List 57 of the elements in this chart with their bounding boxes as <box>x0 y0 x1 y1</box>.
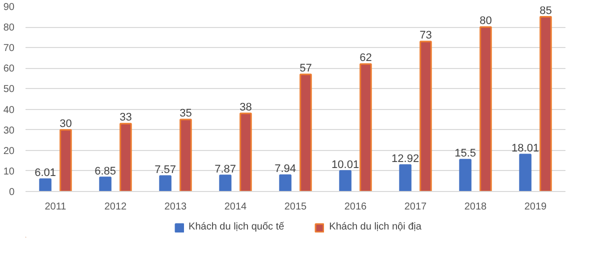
bar <box>459 158 472 192</box>
legend-label: Khách du lịch nội địa <box>329 222 422 232</box>
data-label: 6.85 <box>94 165 116 178</box>
bar <box>99 176 112 192</box>
x-tick-label: 2015 <box>284 202 308 212</box>
x-tick-label: 2017 <box>404 202 428 212</box>
data-label: 62 <box>360 52 372 64</box>
bar <box>279 174 292 192</box>
bar <box>300 74 312 192</box>
bar <box>339 170 352 192</box>
bar <box>420 40 432 192</box>
bar <box>39 178 52 192</box>
data-label: 18.01 <box>512 142 540 154</box>
data-label: 30 <box>60 118 72 130</box>
x-tick-label: 2013 <box>164 202 188 212</box>
data-label: 33 <box>120 112 132 124</box>
x-tick-label: 2018 <box>464 202 488 212</box>
y-tick-label: 50 <box>3 84 15 96</box>
x-tick-label: 2016 <box>344 202 368 212</box>
bar <box>240 112 252 192</box>
data-label: 35 <box>180 108 192 120</box>
x-tick-label: 2012 <box>104 202 128 212</box>
bar <box>480 26 492 192</box>
bar <box>519 154 532 192</box>
y-tick-label: 40 <box>3 104 15 116</box>
bar <box>399 164 412 192</box>
y-tick-label: 60 <box>3 64 15 75</box>
y-tick-label: 90 <box>3 2 15 13</box>
y-tick-label: 70 <box>3 43 15 54</box>
data-label: 10.01 <box>332 158 360 171</box>
x-tick-label: 2019 <box>524 202 548 212</box>
bar <box>60 129 72 192</box>
x-tick-label: 2011 <box>44 202 67 212</box>
bar <box>159 175 172 192</box>
data-label: 15.5 <box>454 148 476 160</box>
y-tick-label: 20 <box>3 146 15 157</box>
bar <box>360 63 372 192</box>
data-label: 7.94 <box>274 163 296 176</box>
data-label: 12.92 <box>392 152 420 165</box>
data-label: 80 <box>480 15 492 28</box>
y-tick-label: 80 <box>3 22 15 34</box>
data-label: 57 <box>300 62 312 74</box>
x-tick-label: 2014 <box>224 202 248 212</box>
legend-label: Khách du lịch quốc tế <box>188 222 284 232</box>
y-tick-label: 0 <box>8 187 15 198</box>
data-label: 38 <box>240 101 252 114</box>
data-label: 73 <box>420 29 432 42</box>
bar <box>120 122 132 192</box>
bar <box>180 118 192 192</box>
data-label: 7.57 <box>154 164 176 176</box>
bar <box>540 16 552 192</box>
data-label: 85 <box>540 4 552 17</box>
y-tick-label: 10 <box>3 166 15 178</box>
bar <box>219 174 232 192</box>
data-label: 6.01 <box>34 167 56 180</box>
y-tick-label: 30 <box>3 125 15 136</box>
data-label: 7.87 <box>214 163 236 176</box>
